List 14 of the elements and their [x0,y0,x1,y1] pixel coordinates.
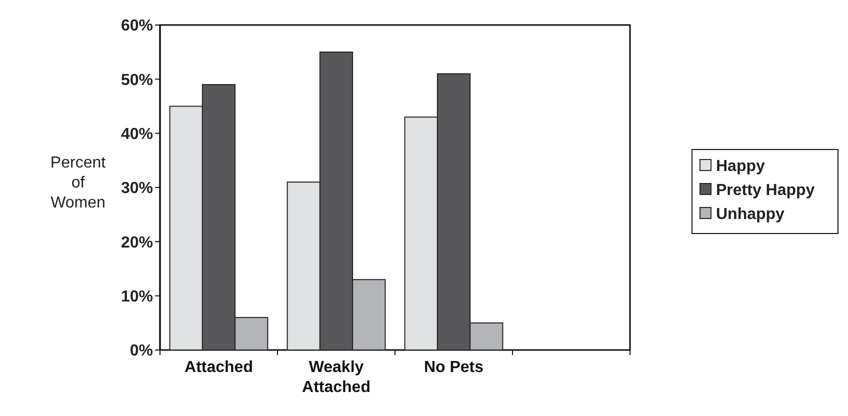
y-tick-label: 40% [120,126,153,143]
y-tick-label: 20% [120,234,153,252]
y-tick-label: 10% [120,288,153,306]
y-tick-label: 0% [130,342,153,360]
y-tick-label: 60% [120,18,153,35]
legend-label: Happy [716,158,765,176]
legend-label: Unhappy [716,206,785,224]
legend-label: Pretty Happy [716,182,815,200]
y-axis-title: Percent of Women [50,154,106,212]
x-tick-label: Weakly Attached [302,359,370,396]
x-tick-label: No Pets [424,359,484,376]
x-tick-label: Attached [184,359,253,376]
y-tick-label: 30% [120,180,153,198]
y-tick-label: 50% [120,72,153,89]
